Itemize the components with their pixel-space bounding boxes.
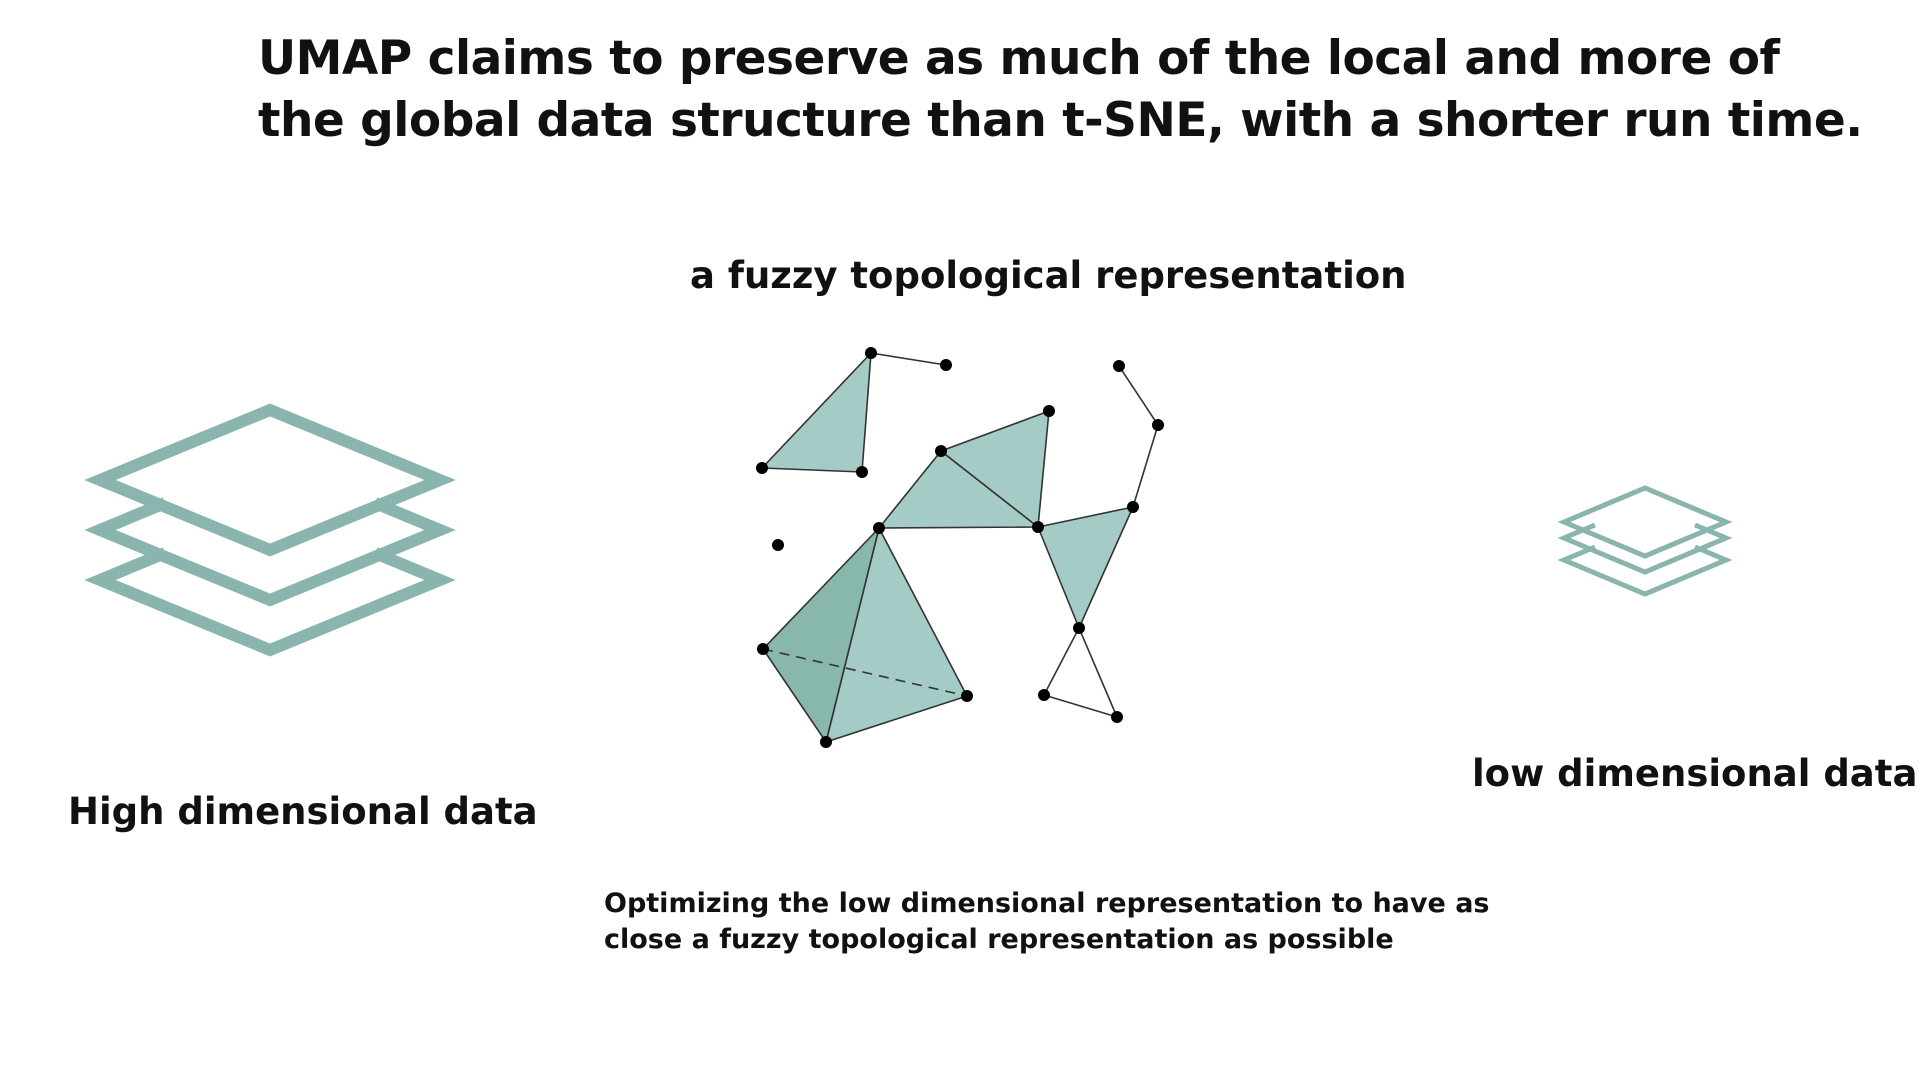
- layer-top: [1557, 485, 1733, 559]
- simplex-right: [1037, 506, 1134, 629]
- low-dimensional-label: low dimensional data: [1472, 752, 1918, 795]
- layer-bottom: [84, 547, 456, 657]
- high-dimensional-layers-icon: [84, 403, 456, 657]
- node: [961, 690, 973, 702]
- node: [1073, 622, 1085, 634]
- node: [856, 466, 868, 478]
- simplicial-complex-graph: [756, 347, 1164, 748]
- low-dimensional-layers-icon: [1557, 485, 1733, 597]
- edge: [1043, 694, 1118, 718]
- layer-middle: [1557, 522, 1733, 575]
- node: [1152, 419, 1164, 431]
- layer-middle: [84, 497, 456, 607]
- headline: UMAP claims to preserve as much of the l…: [258, 28, 1863, 152]
- fuzzy-representation-label: a fuzzy topological representation: [690, 254, 1407, 297]
- node: [873, 522, 885, 534]
- node: [940, 359, 952, 371]
- layer-bottom: [1557, 544, 1733, 597]
- node: [756, 462, 768, 474]
- edge: [1078, 627, 1118, 718]
- node: [1111, 711, 1123, 723]
- node: [1032, 521, 1044, 533]
- node: [1038, 689, 1050, 701]
- node: [1043, 405, 1055, 417]
- optimization-caption: Optimizing the low dimensional represent…: [604, 886, 1490, 958]
- node: [820, 736, 832, 748]
- isolated-node: [772, 539, 784, 551]
- layer-top: [84, 403, 456, 557]
- edge: [1132, 424, 1159, 508]
- node: [935, 445, 947, 457]
- caption-line-2: close a fuzzy topological representation…: [604, 924, 1394, 955]
- node: [757, 643, 769, 655]
- headline-line-2: the global data structure than t-SNE, wi…: [258, 93, 1863, 148]
- simplex-upper-middle-right: [940, 410, 1050, 528]
- edge: [1043, 627, 1080, 696]
- caption-line-1: Optimizing the low dimensional represent…: [604, 888, 1490, 919]
- simplex-top-left: [761, 352, 872, 473]
- hidden-edge: [762, 648, 968, 697]
- node: [865, 347, 877, 359]
- tetrahedron-face-left: [762, 527, 880, 743]
- edge: [1118, 365, 1159, 426]
- headline-line-1: UMAP claims to preserve as much of the l…: [258, 31, 1780, 86]
- high-dimensional-label: High dimensional data: [68, 790, 538, 833]
- node: [1113, 360, 1125, 372]
- edge: [870, 352, 947, 366]
- node: [1127, 501, 1139, 513]
